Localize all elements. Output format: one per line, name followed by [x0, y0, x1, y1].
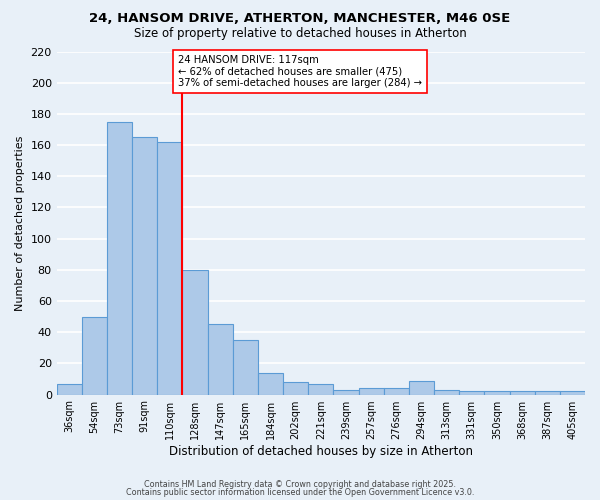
Bar — [132, 138, 157, 394]
Bar — [384, 388, 409, 394]
Bar — [208, 324, 233, 394]
Bar — [233, 340, 258, 394]
Bar — [459, 392, 484, 394]
Text: Contains HM Land Registry data © Crown copyright and database right 2025.: Contains HM Land Registry data © Crown c… — [144, 480, 456, 489]
Bar — [535, 392, 560, 394]
X-axis label: Distribution of detached houses by size in Atherton: Distribution of detached houses by size … — [169, 444, 473, 458]
Text: 24, HANSOM DRIVE, ATHERTON, MANCHESTER, M46 0SE: 24, HANSOM DRIVE, ATHERTON, MANCHESTER, … — [89, 12, 511, 26]
Bar — [484, 392, 509, 394]
Text: Contains public sector information licensed under the Open Government Licence v3: Contains public sector information licen… — [126, 488, 474, 497]
Bar — [182, 270, 208, 394]
Bar — [409, 380, 434, 394]
Bar — [434, 390, 459, 394]
Text: 24 HANSOM DRIVE: 117sqm
← 62% of detached houses are smaller (475)
37% of semi-d: 24 HANSOM DRIVE: 117sqm ← 62% of detache… — [178, 54, 422, 88]
Y-axis label: Number of detached properties: Number of detached properties — [15, 136, 25, 310]
Bar — [56, 384, 82, 394]
Bar — [157, 142, 182, 395]
Bar — [334, 390, 359, 394]
Bar — [283, 382, 308, 394]
Text: Size of property relative to detached houses in Atherton: Size of property relative to detached ho… — [134, 28, 466, 40]
Bar — [107, 122, 132, 394]
Bar — [258, 373, 283, 394]
Bar — [82, 316, 107, 394]
Bar — [560, 392, 585, 394]
Bar — [509, 392, 535, 394]
Bar — [308, 384, 334, 394]
Bar — [359, 388, 384, 394]
